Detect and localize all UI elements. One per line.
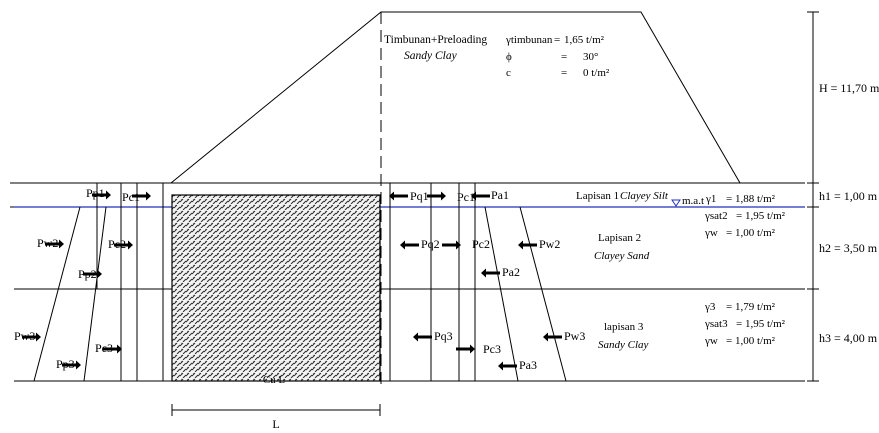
pp2-arrow	[83, 269, 102, 279]
phi-value: 30°	[583, 51, 598, 63]
layer1-soil: Clayey Silt	[620, 190, 669, 202]
layer2-gw-sym: γw	[704, 227, 718, 239]
force-pp1: Pp1	[86, 186, 105, 200]
water-table-label: m.a.t	[682, 195, 704, 207]
cutting-soil-block	[171, 194, 381, 382]
layer3-gsat-sym: γsat3	[704, 318, 728, 330]
cohesion-eq: =	[561, 67, 567, 79]
layer2-gw-val: = 1,00 t/m²	[726, 227, 776, 239]
pw3-left-arrow	[22, 332, 41, 342]
layer1-name: Lapisan 1	[576, 190, 619, 202]
force-pa1: Pa1	[491, 188, 509, 202]
cohesion-value: 0 t/m²	[583, 67, 610, 79]
layer3-gw-sym: γw	[704, 335, 718, 347]
layer3-gsat-val: = 1,95 t/m²	[736, 318, 786, 330]
phi-eq: =	[561, 51, 567, 63]
dimension-line-bottom	[171, 404, 381, 416]
pc1-right-arrow	[427, 191, 446, 201]
right-pressure-wedges	[484, 206, 567, 382]
layer3-name: lapisan 3	[604, 321, 644, 333]
layer1-gamma-val: = 1,88 t/m²	[726, 193, 776, 205]
phi-symbol: ϕ	[506, 51, 512, 63]
pp3-arrow	[62, 360, 81, 370]
force-pc1-right: Pc1	[457, 190, 475, 204]
pq1-arrow	[389, 191, 408, 201]
left-pressure-wedges	[33, 206, 107, 382]
dim-h1: h1 = 1,00 m	[819, 189, 878, 203]
dim-H: H = 11,70 m	[819, 81, 879, 95]
pa1-arrow	[471, 191, 490, 201]
force-pc3-right: Pc3	[483, 342, 501, 356]
layer2-gsat-val: = 1,95 t/m²	[736, 210, 786, 222]
embankment-title: Timbunan+Preloading	[384, 34, 487, 46]
layer3-gamma-sym: γ3	[704, 301, 716, 313]
layer3-gamma-val: = 1,79 t/m²	[726, 301, 776, 313]
right-vertical-lines	[389, 183, 476, 381]
pa2-arrow	[481, 268, 500, 278]
pa3-arrow	[498, 361, 517, 371]
pc2-left-arrow	[114, 240, 133, 250]
embankment-material: Sandy Clay	[404, 50, 458, 62]
pc3-right-arrow	[456, 344, 475, 354]
layer2-name: Lapisan 2	[598, 232, 641, 244]
water-table-icon	[671, 199, 681, 207]
layer2-soil: Clayey Sand	[594, 250, 650, 262]
force-pq2: Pq2	[421, 237, 440, 251]
pc2-right-arrow	[442, 240, 461, 250]
pw2-left-arrow	[45, 239, 64, 249]
dim-L: L	[272, 417, 279, 431]
force-pw2-right: Pw2	[539, 237, 560, 251]
force-pa2: Pa2	[502, 265, 520, 279]
gamma-timbunan-value: 1,65 t/m²	[564, 34, 605, 46]
dim-h2: h2 = 3,50 m	[819, 241, 878, 255]
cu-label: Cu L	[263, 374, 286, 386]
force-pc2-right: Pc2	[472, 237, 490, 251]
pp1-arrow	[92, 190, 111, 200]
pq3-arrow	[413, 332, 432, 342]
pc1-left-arrow	[132, 191, 151, 201]
force-pq1: Pq1	[410, 189, 429, 203]
force-pw3-right: Pw3	[564, 329, 585, 343]
force-pa3: Pa3	[519, 358, 537, 372]
dimension-line-right	[807, 11, 819, 382]
dim-h3: h3 = 4,00 m	[819, 331, 878, 345]
pc3-left-arrow	[103, 344, 122, 354]
gamma-timbunan-symbol: γtimbunan	[505, 34, 553, 46]
pw2-right-arrow	[518, 240, 537, 250]
pq2-arrow	[400, 240, 419, 250]
layer-boundaries	[14, 182, 805, 382]
pw3-right-arrow	[543, 332, 562, 342]
embankment-outline	[170, 11, 741, 184]
gamma-timbunan-eq: =	[554, 34, 560, 46]
force-arrows	[22, 190, 562, 371]
force-pq3: Pq3	[434, 329, 453, 343]
force-pc1-left: Pc1	[122, 190, 140, 204]
cohesion-symbol: c	[506, 67, 511, 79]
layer3-gw-val: = 1,00 t/m²	[726, 335, 776, 347]
layer2-gsat-sym: γsat2	[704, 210, 728, 222]
layer1-gamma-sym: γ1	[705, 193, 716, 205]
layer3-soil: Sandy Clay	[598, 339, 649, 351]
